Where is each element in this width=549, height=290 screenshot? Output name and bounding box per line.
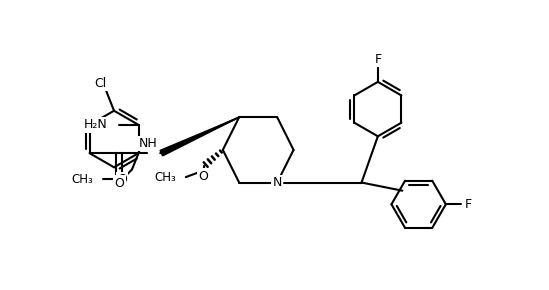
Text: CH₃: CH₃	[71, 173, 93, 186]
Text: H₂N: H₂N	[84, 118, 108, 131]
Text: NH: NH	[138, 137, 157, 150]
Text: F: F	[374, 53, 382, 66]
Text: CH₃: CH₃	[154, 171, 176, 184]
Polygon shape	[160, 117, 239, 156]
Text: N: N	[272, 176, 282, 189]
Text: F: F	[464, 198, 472, 211]
Text: O: O	[115, 177, 125, 190]
Text: O: O	[198, 170, 208, 182]
Text: O: O	[117, 173, 127, 186]
Text: Cl: Cl	[94, 77, 107, 90]
